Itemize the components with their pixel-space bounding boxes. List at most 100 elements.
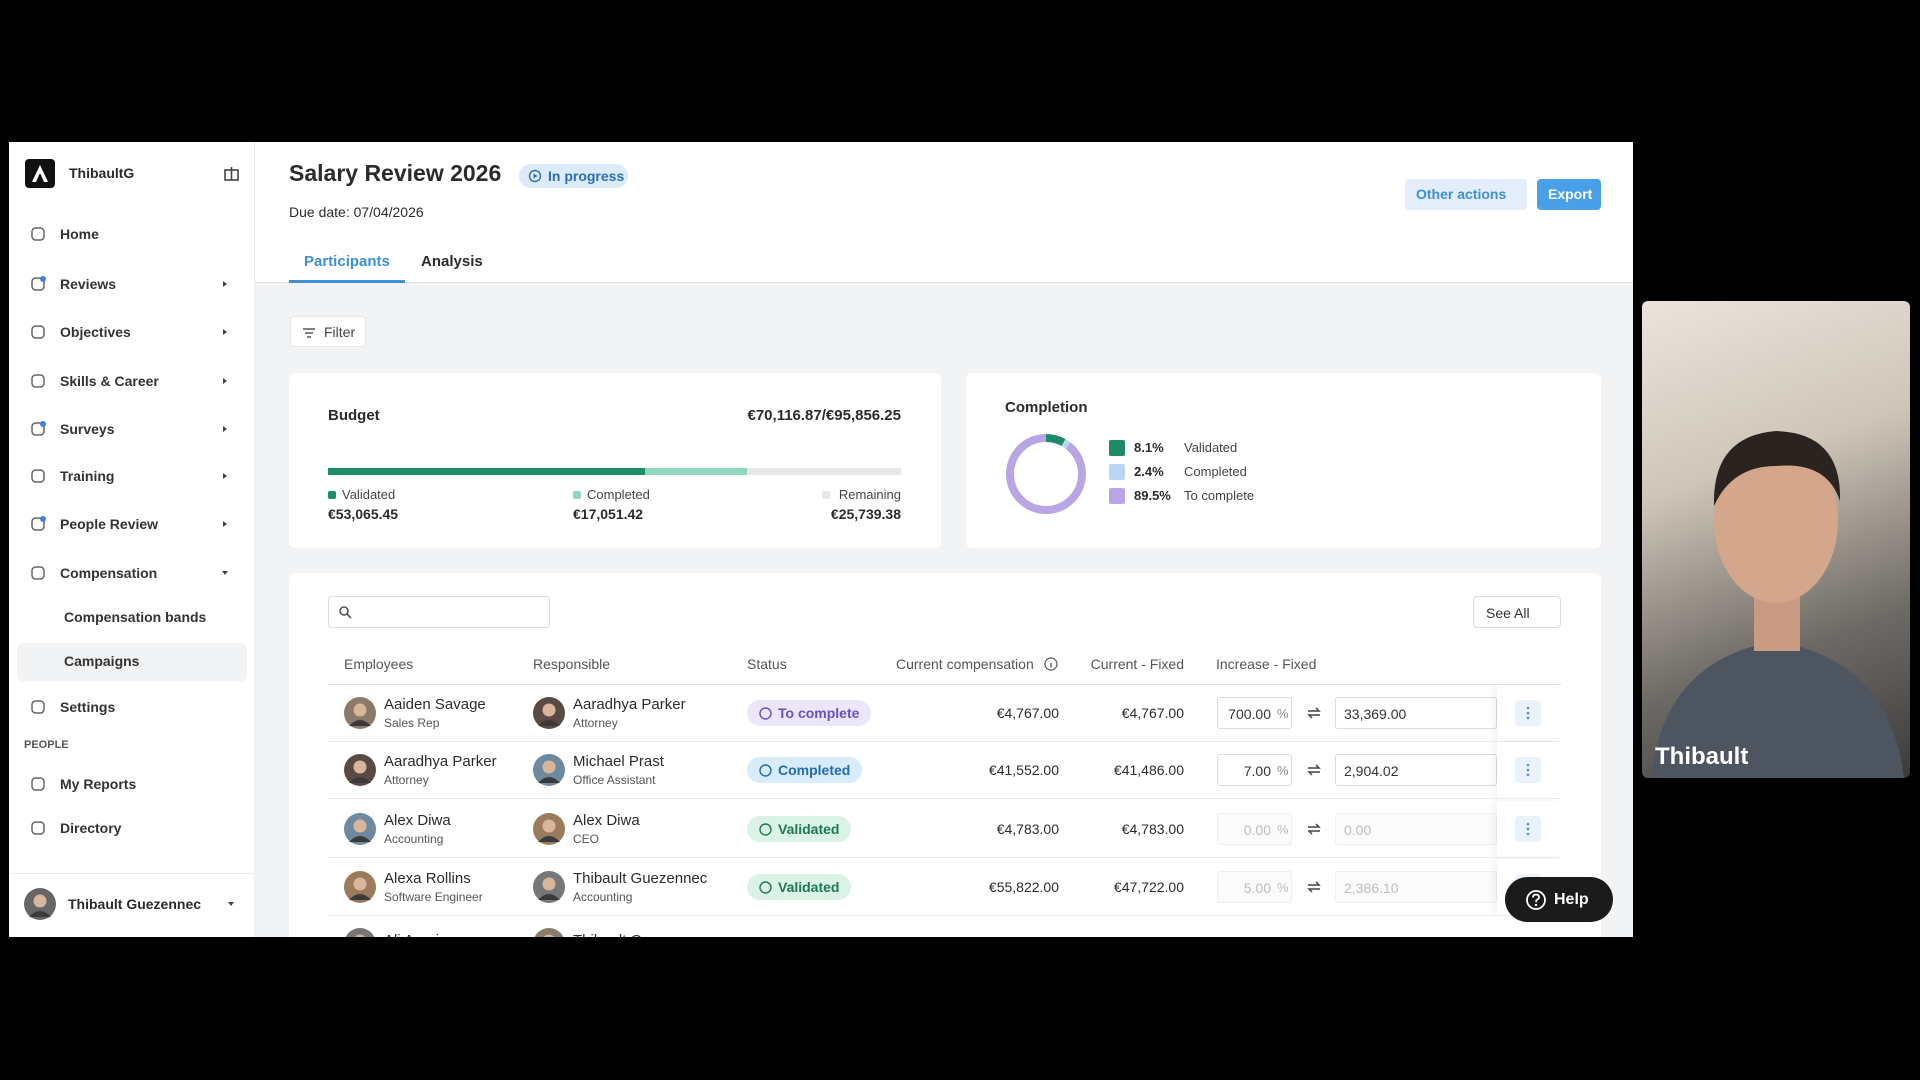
nav-icon xyxy=(31,516,46,531)
avatar-head xyxy=(543,934,555,937)
status-pill: To complete xyxy=(747,700,872,726)
avatar xyxy=(533,871,565,903)
status-icon-ring xyxy=(759,822,772,836)
swap-icon xyxy=(1307,707,1321,719)
header-divider xyxy=(328,684,1561,685)
see-all-dropdown[interactable]: See All xyxy=(1473,596,1561,628)
employee-name: Ali Anari xyxy=(384,930,439,938)
chevron-glyph xyxy=(223,473,227,479)
icon-shape xyxy=(31,777,45,791)
avatar-head xyxy=(353,760,367,774)
column-header: Responsible xyxy=(533,656,611,672)
avatar-head xyxy=(542,877,556,891)
avatar xyxy=(344,697,376,729)
filter-button[interactable]: Filter xyxy=(290,316,366,347)
status-icon xyxy=(759,763,772,777)
badge-icon xyxy=(528,169,542,183)
current-compensation: €55,822.00 xyxy=(988,879,1059,895)
avatar-body xyxy=(349,777,371,783)
amount-input[interactable]: 2,904.02 xyxy=(1335,754,1497,786)
avatar xyxy=(24,888,56,920)
avatar xyxy=(344,754,376,786)
tab[interactable]: Participants xyxy=(304,252,390,270)
nav-item[interactable]: Surveys xyxy=(60,421,115,437)
logo-glyph xyxy=(32,165,48,182)
nav-icon xyxy=(31,821,45,835)
nav-item[interactable]: Objectives xyxy=(60,324,131,340)
sub-nav-item[interactable]: Campaigns xyxy=(64,653,140,669)
avatar-body xyxy=(538,720,560,726)
other-actions-button[interactable]: Other actions xyxy=(1405,179,1527,210)
status-text: In progress xyxy=(548,168,625,184)
row-actions-button[interactable] xyxy=(1515,757,1541,783)
avatar-head xyxy=(33,894,47,908)
workspace-name: ThibaultG xyxy=(69,165,135,181)
help-button[interactable]: Help xyxy=(1505,877,1613,922)
nav-item[interactable]: Settings xyxy=(60,699,116,715)
kebab-dot xyxy=(1526,768,1530,772)
amount-input[interactable]: 33,369.00 xyxy=(1335,697,1497,729)
employee-name: Aaradhya Parker xyxy=(384,752,497,770)
help-question xyxy=(1532,893,1540,903)
card-title: Completion xyxy=(1005,398,1088,416)
help-ring xyxy=(1526,890,1546,910)
nav-item[interactable]: My Reports xyxy=(60,776,137,792)
person-hair xyxy=(1713,431,1841,506)
active-nav-bg xyxy=(17,643,247,681)
column-header: Current compensation xyxy=(896,656,1034,672)
legend-label: To complete xyxy=(1184,488,1255,503)
chevron xyxy=(223,521,227,527)
swap-icon xyxy=(1307,823,1321,835)
percent-unit: % xyxy=(1277,880,1289,895)
filter-icon xyxy=(303,328,315,338)
row-divider xyxy=(328,741,1561,742)
chevron xyxy=(223,329,227,335)
chevron-glyph xyxy=(223,378,227,384)
tab[interactable]: Analysis xyxy=(421,252,483,270)
nav-item[interactable]: Reviews xyxy=(60,276,117,292)
search-input[interactable] xyxy=(328,596,550,628)
avatar xyxy=(534,928,564,937)
chevron xyxy=(223,473,227,479)
person-shoulders xyxy=(1652,641,1904,778)
chevron xyxy=(223,281,227,287)
nav-item[interactable]: Skills & Career xyxy=(60,373,159,389)
status-icon xyxy=(759,822,772,836)
export-button[interactable]: Export xyxy=(1537,179,1601,210)
chevron-glyph xyxy=(223,521,227,527)
user-name[interactable]: Thibault Guezennec xyxy=(68,896,202,912)
chevron xyxy=(223,426,227,432)
row-actions-button[interactable] xyxy=(1515,700,1541,726)
legend-value: 89.5% xyxy=(1134,488,1171,503)
status-badge: Completed xyxy=(747,757,863,783)
section-label: PEOPLE xyxy=(24,738,69,751)
avatar xyxy=(344,813,376,845)
sub-nav-item[interactable]: Compensation bands xyxy=(64,609,207,625)
chevron-glyph xyxy=(228,902,234,906)
percent-input[interactable]: 7.00% xyxy=(1217,754,1292,786)
status-pill: Validated xyxy=(747,874,852,900)
employee-name: Alex Diwa xyxy=(384,811,451,829)
percent-value: 0.00 xyxy=(1243,822,1271,838)
row-divider xyxy=(328,798,1561,799)
search-handle xyxy=(346,613,352,619)
nav-item[interactable]: Compensation xyxy=(60,565,158,581)
help-icon xyxy=(1526,890,1546,910)
avatar-head xyxy=(354,934,366,937)
row-actions-button[interactable] xyxy=(1515,816,1541,842)
nav-item[interactable]: Home xyxy=(60,226,99,242)
percent-value: 7.00 xyxy=(1243,763,1271,779)
kebab-dot xyxy=(1526,827,1530,831)
budget-segment xyxy=(747,468,901,475)
current-compensation: €4,767.00 xyxy=(996,705,1059,721)
column-header: Current - Fixed xyxy=(1090,656,1184,672)
legend-amount: €25,739.38 xyxy=(830,506,901,522)
employee-role: Attorney xyxy=(384,772,429,787)
nav-item[interactable]: Training xyxy=(60,468,115,484)
legend-label: Completed xyxy=(1184,464,1247,479)
nav-item[interactable]: Directory xyxy=(60,820,122,836)
column-header: Increase - Fixed xyxy=(1216,656,1317,672)
percent-input[interactable]: 700.00% xyxy=(1217,697,1292,729)
nav-item[interactable]: People Review xyxy=(60,516,159,532)
nav-icon xyxy=(31,276,46,291)
